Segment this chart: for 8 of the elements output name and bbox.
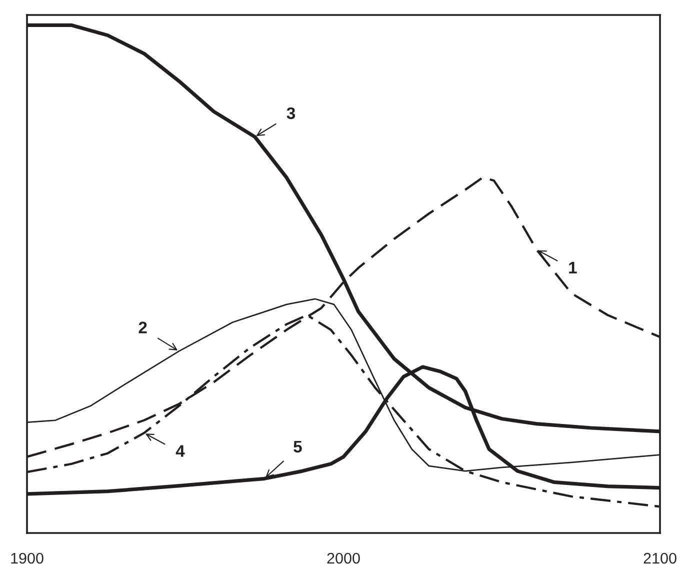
x-tick-label: 2100 (644, 552, 676, 564)
series-label: 2 (138, 322, 147, 334)
series-label: 5 (294, 440, 302, 453)
text: 3 (286, 107, 296, 120)
series-label: 1 (569, 262, 577, 274)
x-tick-label: 1900 (11, 552, 44, 564)
series-label: 4 (176, 445, 185, 457)
x-tick-label: 2000 (327, 552, 360, 564)
